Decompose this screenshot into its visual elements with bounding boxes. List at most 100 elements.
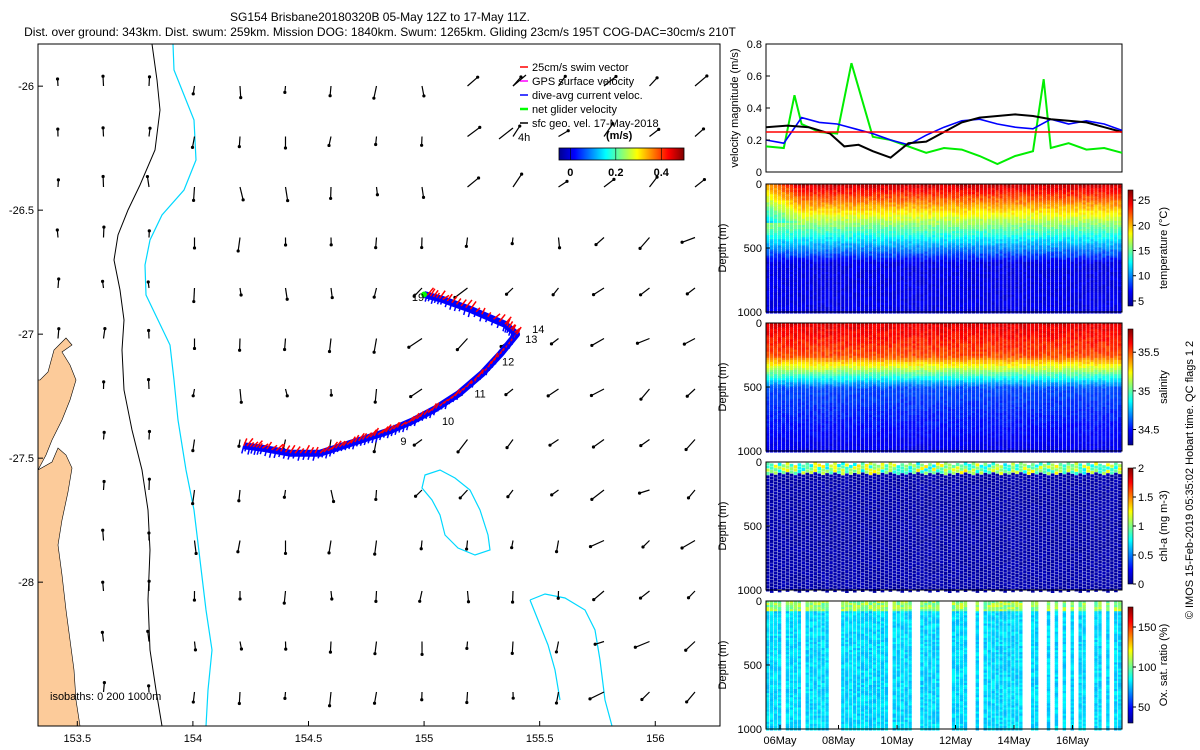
swim-vector [460,299,467,307]
swim-vector [377,429,386,436]
temperature-sample [766,282,770,285]
ref-arrow-1 [512,74,527,87]
ridge-contour [529,593,613,726]
swim-vector [442,398,449,405]
figure-title-line1: SG154 Brisbane20180320B 05-May 12Z to 17… [0,10,760,24]
geo-velocity-arrow [595,237,605,246]
dive-avg-vector [458,305,462,312]
temperature-sample [769,282,774,285]
geo-velocity-arrowhead [684,447,688,452]
geo-velocity-arrowhead [147,579,151,583]
geo-velocity-arrow [239,85,242,98]
temperature-sample [766,255,770,259]
map-xtick-label: 154.5 [295,733,323,745]
temperature-sample [766,290,770,294]
geo-velocity-arrow [419,590,423,602]
temperature-sample [766,257,770,261]
geo-velocity-arrow [410,388,423,398]
geo-velocity-arrowhead [589,393,594,398]
geo-velocity-arrowhead [103,326,107,331]
temperature-sample [766,188,770,191]
temperature-sample [769,296,774,300]
dive-avg-vector [453,304,458,312]
geo-velocity-arrow [681,236,696,243]
swim-vector [498,313,506,323]
geo-velocity-arrowhead [420,245,424,250]
geo-velocity-arrowhead [639,443,643,448]
day-label: 11 [474,389,485,401]
geo-velocity-arrowhead [682,342,686,346]
dive-avg-vector [413,418,418,427]
dive-avg-vector [485,367,489,376]
geo-velocity-arrowhead [548,443,552,447]
dive-avg-vector [247,446,251,455]
temperature-sample [766,229,770,232]
geo-velocity-arrowhead [554,650,559,654]
geo-velocity-arrow [511,641,514,654]
temperature-sample [769,200,774,203]
swim-vector [475,307,481,313]
dive-avg-vector [471,380,475,388]
geo-velocity-arrowhead [147,328,151,333]
temperature-sample [769,300,774,304]
velocity-series [765,62,1123,166]
dive-avg-vector [424,295,428,302]
dive-avg-current-track [243,291,521,457]
temperature-sample [773,237,778,240]
swim-vector [255,440,263,448]
geo-velocity-arrowhead [192,299,196,304]
temperature-sample [773,202,778,205]
geo-velocity-arrowhead [146,629,150,633]
figure-title-line2: Dist. over ground: 343km. Dist. swum: 25… [0,25,760,39]
dive-avg-vector [402,424,406,433]
geo-velocity-arrowhead [192,346,197,351]
dive-avg-vector [398,425,402,433]
geo-velocity-arrowhead [146,280,150,284]
geo-velocity-arrowhead [283,243,288,247]
geo-velocity-arrowhead [57,327,61,331]
dive-avg-vector [513,333,518,341]
map-colorbar-ticks: 0 0.2 0.4 [567,148,670,179]
geo-velocity-arrow [558,180,568,188]
map-legend: 25cm/s swim vector GPS surface velocity … [520,62,659,130]
geo-velocity-arrow [512,125,521,137]
temperature-sample [766,200,770,203]
velocity-ytick-label: 0.6 [747,71,762,83]
dive-avg-vector [503,347,507,355]
geo-velocity-arrow [239,388,242,403]
temperature-sample [773,243,778,246]
geo-velocity-arrowhead [685,700,689,704]
map-colorbar-tick-label: 0.2 [608,167,623,179]
temperature-sample [773,218,778,222]
temperature-sample [769,220,774,224]
velocity-ytick-label: 0 [756,167,762,179]
swim-vector [426,287,435,296]
geo-velocity-arrowhead [147,733,150,736]
geo-velocity-arrowhead [284,647,288,651]
geo-velocity-arrowhead [594,242,598,247]
temperature-sample [773,288,778,291]
geo-velocity-arrow [467,177,479,188]
geo-velocity-arrowhead [147,684,151,688]
geo-velocity-arrowhead [554,701,559,705]
temperature-sample [773,255,778,259]
temperature-sample [773,280,778,283]
geo-velocity-arrowhead [374,142,378,147]
ref-arrow-label: 4h [518,132,530,144]
geo-velocity-arrowhead [238,597,242,601]
temperature-sample [773,257,778,261]
geo-velocity-arrowhead [238,348,242,352]
temperature-sample [769,198,774,201]
geo-velocity-arrowhead [478,125,482,130]
geo-velocity-arrow [649,128,660,137]
dive-avg-vector [307,452,311,460]
geo-velocity-arrowhead [504,292,509,296]
geo-velocity-arrowhead [283,696,287,700]
geo-velocity-arrowhead [239,293,243,297]
swim-vector [346,439,353,446]
geo-velocity-arrow [558,130,569,138]
swim-vector [275,443,284,452]
geo-velocity-arrowhead [55,77,60,81]
swim-vector [423,408,429,416]
